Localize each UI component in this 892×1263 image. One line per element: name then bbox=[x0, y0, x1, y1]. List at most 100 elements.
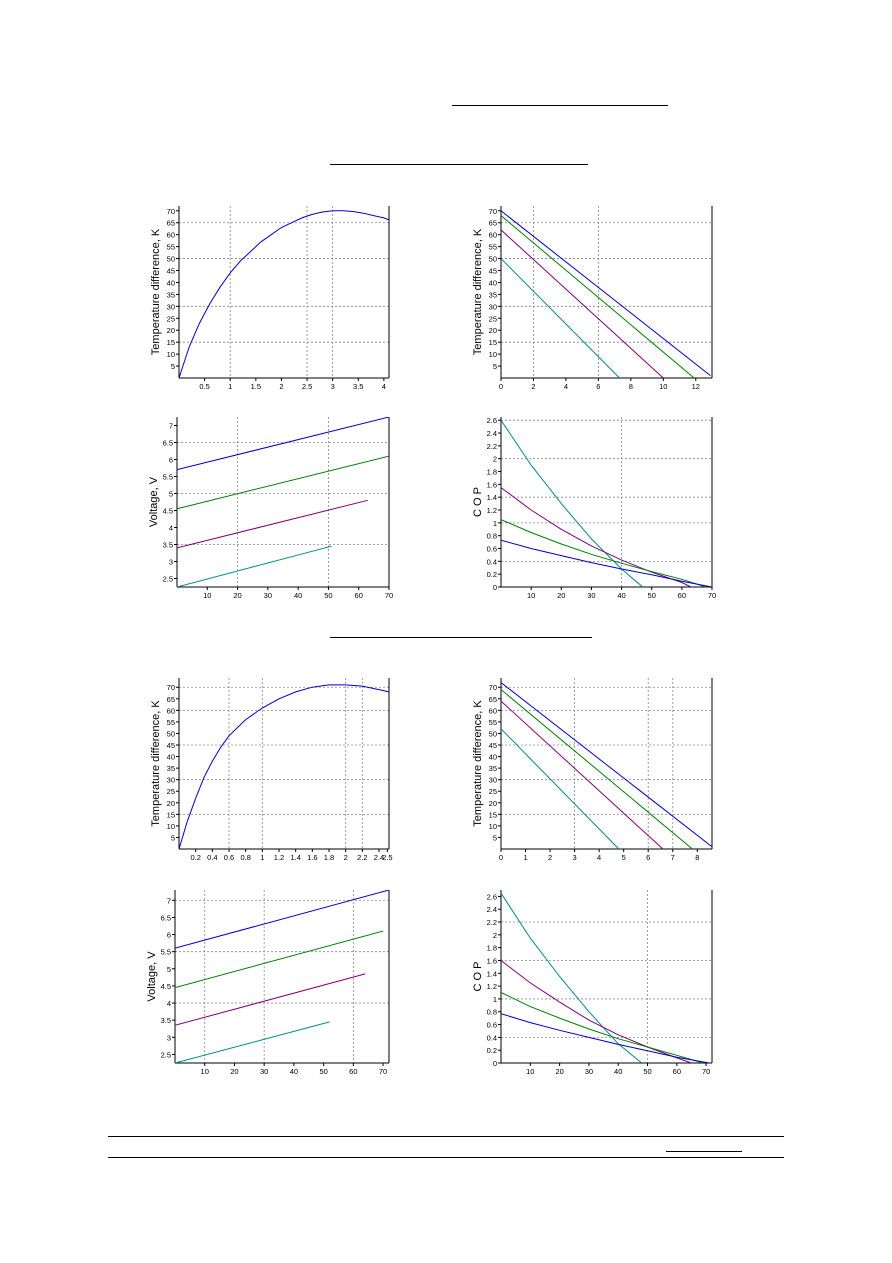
y-tick-label: 50 bbox=[167, 255, 175, 264]
series-line-green bbox=[177, 455, 389, 510]
x-tick-label: 0.2 bbox=[190, 853, 200, 862]
y-tick-label: 10 bbox=[167, 350, 175, 359]
x-tick-label: 2.2 bbox=[357, 853, 367, 862]
x-tick-label: 20 bbox=[230, 1067, 238, 1076]
y-tick-label: 2 bbox=[493, 455, 497, 464]
y-tick-label: 0.2 bbox=[487, 1046, 497, 1055]
x-tick-label: 6 bbox=[596, 382, 600, 391]
y-tick-label: 1.8 bbox=[487, 468, 497, 477]
y-tick-label: 35 bbox=[167, 764, 175, 773]
y-tick-label: 0.8 bbox=[487, 1008, 497, 1017]
y-tick-label: 7 bbox=[169, 422, 173, 431]
x-tick-label: 60 bbox=[349, 1067, 357, 1076]
x-tick-label: 70 bbox=[708, 591, 716, 600]
y-tick-label: 1.6 bbox=[487, 480, 497, 489]
x-tick-label: 2.4 bbox=[374, 853, 384, 862]
y-axis-label: Temperature difference, K bbox=[472, 228, 484, 355]
y-tick-label: 55 bbox=[489, 243, 497, 252]
x-tick-label: 20 bbox=[233, 591, 241, 600]
y-axis-label: Voltage, V bbox=[148, 476, 160, 527]
x-tick-label: 3.5 bbox=[353, 382, 363, 391]
y-tick-label: 2.2 bbox=[487, 918, 497, 927]
y-tick-label: 55 bbox=[489, 718, 497, 727]
y-tick-label: 3.5 bbox=[161, 1016, 171, 1025]
y-tick-label: 50 bbox=[489, 729, 497, 738]
x-tick-label: 4 bbox=[597, 853, 601, 862]
x-tick-label: 40 bbox=[294, 591, 302, 600]
y-axis-label: Voltage, V bbox=[146, 951, 158, 1002]
y-tick-label: 4.5 bbox=[161, 982, 171, 991]
footer-rule-top bbox=[108, 1136, 784, 1137]
x-tick-label: 4 bbox=[564, 382, 568, 391]
x-tick-label: 1 bbox=[260, 853, 264, 862]
x-tick-label: 10 bbox=[659, 382, 667, 391]
x-tick-label: 20 bbox=[555, 1067, 563, 1076]
x-tick-label: 10 bbox=[203, 591, 211, 600]
y-tick-label: 50 bbox=[489, 255, 497, 264]
series-line-green bbox=[501, 215, 695, 378]
x-tick-label: 70 bbox=[385, 591, 393, 600]
y-tick-label: 0.6 bbox=[487, 545, 497, 554]
series-line-blue bbox=[179, 210, 389, 378]
x-tick-label: 5 bbox=[622, 853, 626, 862]
y-tick-label: 5.5 bbox=[163, 473, 173, 482]
y-tick-label: 0.4 bbox=[487, 1033, 497, 1042]
chart-s1-voltage: 2.5 3 3.5 4 4.5 5 5.5 6 6.5 7 10 20 30 40 50 60 70 Voltag… bbox=[148, 417, 393, 600]
chart-s2-voltage: 2.5 3 3.5 4 4.5 5 5.5 6 6.5 7 10 20 30 40 50 60 70 Voltag… bbox=[146, 890, 390, 1076]
y-axis-label: C O P bbox=[472, 487, 484, 517]
y-tick-label: 70 bbox=[167, 683, 175, 692]
x-tick-label: 0.8 bbox=[240, 853, 250, 862]
y-tick-label: 65 bbox=[167, 219, 175, 228]
y-tick-label: 25 bbox=[167, 787, 175, 796]
y-axis-label: Temperature difference, K bbox=[150, 228, 162, 355]
y-tick-label: 0.8 bbox=[487, 532, 497, 541]
x-tick-label: 8 bbox=[629, 382, 633, 391]
y-axis-label: Temperature difference, K bbox=[150, 700, 162, 827]
series-line-blue bbox=[501, 539, 712, 587]
x-tick-label: 0.4 bbox=[207, 853, 217, 862]
y-tick-label: 15 bbox=[167, 810, 175, 819]
x-tick-label: 50 bbox=[643, 1067, 651, 1076]
y-tick-label: 30 bbox=[489, 302, 497, 311]
section-1-title-underline bbox=[330, 164, 588, 165]
series-line-teal bbox=[501, 258, 620, 378]
y-tick-label: 20 bbox=[167, 799, 175, 808]
x-tick-label: 40 bbox=[617, 591, 625, 600]
y-tick-label: 25 bbox=[489, 787, 497, 796]
y-tick-label: 0 bbox=[493, 1059, 497, 1068]
series-line-green bbox=[501, 689, 693, 849]
y-tick-label: 4 bbox=[169, 524, 173, 533]
y-tick-label: 10 bbox=[489, 350, 497, 359]
y-tick-label: 6 bbox=[167, 931, 171, 940]
y-tick-label: 2.5 bbox=[161, 1050, 171, 1059]
y-tick-label: 30 bbox=[167, 302, 175, 311]
y-tick-label: 65 bbox=[489, 695, 497, 704]
x-tick-label: 60 bbox=[355, 591, 363, 600]
chart-s1-cop: 0 0.2 0.4 0.6 0.8 1 1.2 1.4 1.6 1.8 2 2.2 2.4 2.6 10 20… bbox=[472, 416, 716, 600]
y-tick-label: 15 bbox=[167, 338, 175, 347]
x-tick-label: 2.5 bbox=[302, 382, 312, 391]
x-tick-label: 0 bbox=[499, 853, 503, 862]
y-tick-label: 5.5 bbox=[161, 948, 171, 957]
series-line-purple bbox=[501, 487, 692, 587]
x-tick-label: 6 bbox=[646, 853, 650, 862]
y-tick-label: 5 bbox=[171, 833, 175, 842]
y-tick-label: 5 bbox=[167, 965, 171, 974]
y-tick-label: 20 bbox=[167, 326, 175, 335]
x-tick-label: 12 bbox=[692, 382, 700, 391]
y-tick-label: 45 bbox=[167, 267, 175, 276]
x-tick-label: 0 bbox=[499, 382, 503, 391]
y-tick-label: 0.2 bbox=[487, 570, 497, 579]
series-line-blue bbox=[501, 682, 712, 848]
y-tick-label: 1.4 bbox=[487, 969, 497, 978]
y-tick-label: 0 bbox=[493, 583, 497, 592]
x-tick-label: 3 bbox=[331, 382, 335, 391]
y-tick-label: 2.2 bbox=[487, 442, 497, 451]
chart-s2-cop: 0 0.2 0.4 0.6 0.8 1 1.2 1.4 1.6 1.8 2 2.2 2.4 2.6 10 20… bbox=[472, 890, 713, 1076]
y-tick-label: 0.6 bbox=[487, 1021, 497, 1030]
x-tick-label: 30 bbox=[585, 1067, 593, 1076]
y-tick-label: 3 bbox=[167, 1033, 171, 1042]
series-line-blue bbox=[175, 890, 389, 949]
